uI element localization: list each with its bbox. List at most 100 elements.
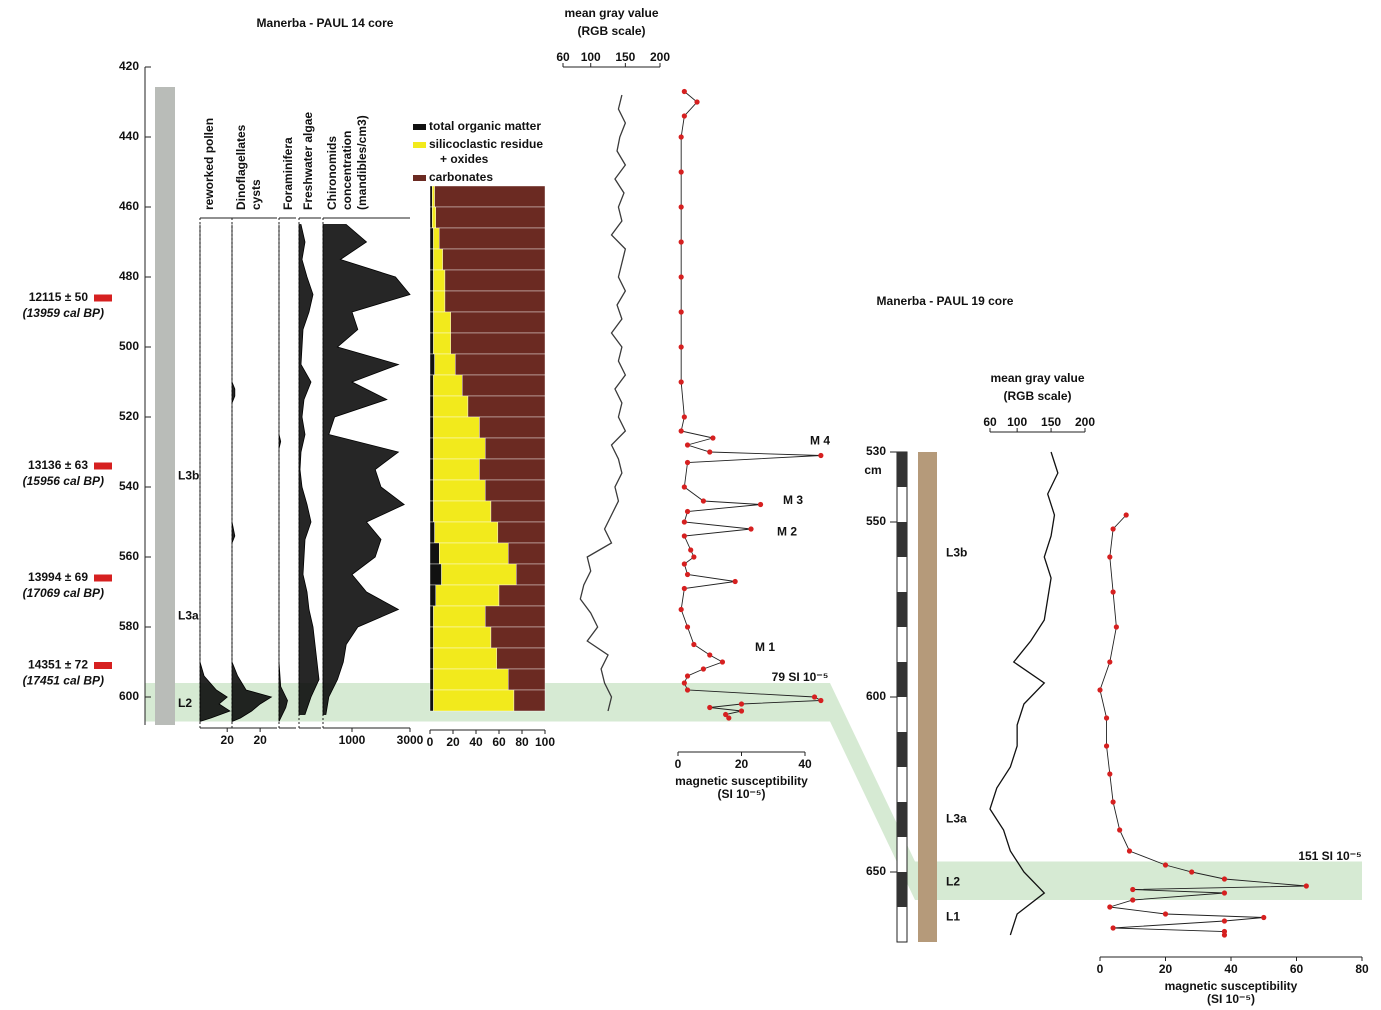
bar-segment xyxy=(430,354,435,375)
susceptibility-point xyxy=(691,554,696,559)
bar-segment xyxy=(485,438,545,459)
susceptibility-point xyxy=(682,113,687,118)
date-marker xyxy=(94,575,112,582)
offscale-label: 151 SI 10⁻⁵ xyxy=(1298,849,1361,863)
bar-segment xyxy=(430,459,433,480)
bar-segment xyxy=(433,480,485,501)
bar-segment xyxy=(491,501,545,522)
x-tick-label: 0 xyxy=(1097,962,1104,976)
susceptibility-point xyxy=(682,484,687,489)
susceptibility-point xyxy=(1107,904,1112,909)
susceptibility-point xyxy=(685,673,690,678)
unit-label: L3b xyxy=(946,546,967,560)
susceptibility-point xyxy=(1222,932,1227,937)
bar-segment xyxy=(430,417,433,438)
date-label: 12115 ± 50 xyxy=(29,290,89,304)
bar-segment xyxy=(433,375,462,396)
susceptibility-point xyxy=(748,526,753,531)
legend-label: silicoclastic residue xyxy=(429,137,543,151)
panel-title: cysts xyxy=(249,179,263,210)
unit-label: L3a xyxy=(178,609,199,623)
bar-segment xyxy=(430,543,439,564)
bar-segment xyxy=(442,564,517,585)
susceptibility-point xyxy=(733,579,738,584)
x-tick-label: 0 xyxy=(675,757,682,771)
bar-segment xyxy=(497,648,545,669)
bar-segment xyxy=(435,186,545,207)
bar-segment xyxy=(430,375,433,396)
bar-segment xyxy=(432,207,435,228)
susceptibility-point xyxy=(685,572,690,577)
legend-swatch xyxy=(413,142,426,148)
y-tick-label: 440 xyxy=(119,129,139,143)
area xyxy=(323,225,410,715)
y-tick-label: 500 xyxy=(119,339,139,353)
panel-title: mean gray value xyxy=(564,6,658,20)
bar-segment xyxy=(433,291,445,312)
x-tick-label: 60 xyxy=(556,50,570,64)
core-photo xyxy=(155,87,175,725)
susceptibility-point xyxy=(1163,911,1168,916)
y-tick-label: 480 xyxy=(119,269,139,283)
bar-segment xyxy=(430,228,433,249)
panel-title: Freshwater algae xyxy=(301,112,315,210)
susceptibility-point xyxy=(701,666,706,671)
cal-label: (17069 cal BP) xyxy=(23,586,104,600)
susceptibility-point xyxy=(701,498,706,503)
susceptibility-point xyxy=(739,701,744,706)
bar-segment xyxy=(430,207,432,228)
susceptibility-point xyxy=(682,586,687,591)
panel-subtitle: (RGB scale) xyxy=(577,24,645,38)
date-label: 14351 ± 72 xyxy=(28,658,88,672)
panel-title: Dinoflagellates xyxy=(234,124,248,210)
susceptibility-point xyxy=(707,449,712,454)
event-label: M 1 xyxy=(755,640,775,654)
x-tick-label: 1000 xyxy=(339,733,366,747)
y-tick-label: 550 xyxy=(866,514,886,528)
unit-label: L2 xyxy=(178,696,192,710)
susceptibility-point xyxy=(1222,918,1227,923)
susceptibility-point xyxy=(1107,554,1112,559)
bar-segment xyxy=(433,669,508,690)
susceptibility-point xyxy=(1124,512,1129,517)
depth-unit: cm xyxy=(864,463,881,477)
susceptibility-point xyxy=(1104,743,1109,748)
susceptibility-point xyxy=(720,659,725,664)
gray-line xyxy=(580,95,625,711)
y-tick-label: 650 xyxy=(866,864,886,878)
bar-segment xyxy=(433,648,496,669)
susceptibility-point xyxy=(758,502,763,507)
bar-segment xyxy=(433,606,485,627)
x-tick-label: 100 xyxy=(581,50,601,64)
unit-label: L3a xyxy=(946,812,967,826)
x-tick-label: 40 xyxy=(1224,962,1238,976)
bar-segment xyxy=(430,627,433,648)
susceptibility-point xyxy=(1130,897,1135,902)
cal-label: (15956 cal BP) xyxy=(23,474,104,488)
x-axis-label: magnetic susceptibility xyxy=(675,774,808,788)
bar-segment xyxy=(508,669,545,690)
bar-segment xyxy=(430,186,432,207)
event-label: M 4 xyxy=(810,434,830,448)
susceptibility-point xyxy=(726,715,731,720)
x-tick-label: 200 xyxy=(1075,415,1095,429)
bar-segment xyxy=(468,396,545,417)
x-tick-label: 40 xyxy=(469,735,483,749)
susceptibility-point xyxy=(1097,687,1102,692)
y-tick-label: 420 xyxy=(119,59,139,73)
susceptibility-point xyxy=(1104,715,1109,720)
susceptibility-point xyxy=(685,442,690,447)
susceptibility-point xyxy=(739,708,744,713)
scale-block xyxy=(897,522,907,557)
area xyxy=(279,225,288,722)
x-tick-label: 100 xyxy=(535,735,555,749)
bar-segment xyxy=(430,564,442,585)
y-tick-label: 540 xyxy=(119,479,139,493)
bar-segment xyxy=(430,585,436,606)
bar-segment xyxy=(435,354,456,375)
bar-segment xyxy=(432,186,434,207)
core-title: Manerba - PAUL 19 core xyxy=(877,294,1014,308)
bar-segment xyxy=(436,207,545,228)
susceptibility-point xyxy=(707,705,712,710)
y-tick-label: 580 xyxy=(119,619,139,633)
